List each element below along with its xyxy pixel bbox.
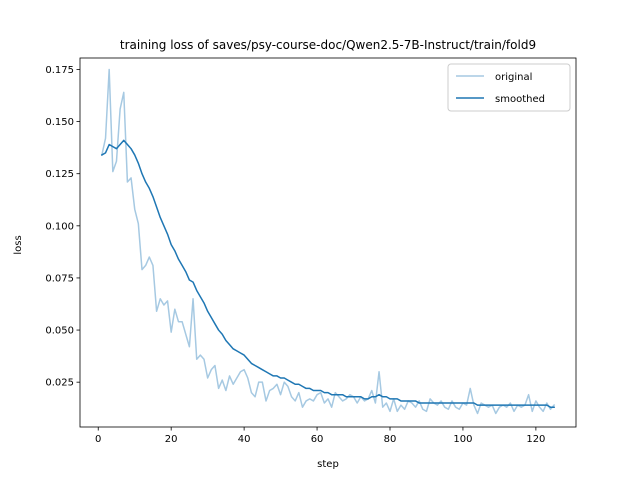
axes-frame <box>79 57 577 428</box>
y-tick-label: 0.150 <box>45 117 74 128</box>
series-line-original <box>100 68 556 415</box>
x-tick-label: 60 <box>311 434 324 445</box>
legend-label-original: original <box>495 72 532 83</box>
series-layer <box>100 68 556 415</box>
y-axis-label: loss <box>13 235 24 254</box>
x-tick-label: 80 <box>384 434 397 445</box>
y-tick-label: 0.075 <box>45 273 74 284</box>
x-tick-label: 100 <box>453 434 472 445</box>
x-axis-label: step <box>317 459 339 470</box>
y-tick-label: 0.125 <box>45 169 74 180</box>
series-line-smoothed <box>100 139 555 408</box>
legend-label-smoothed: smoothed <box>495 94 545 105</box>
x-tick-label: 120 <box>526 434 545 445</box>
x-axis-ticks: 0 20 40 60 80 100 120 <box>95 427 545 445</box>
legend: original smoothed <box>447 63 571 112</box>
plot-area: 0 20 40 60 80 100 120 0.025 0.050 0.075 0.100 0.12… <box>45 57 577 445</box>
y-tick-label: 0.050 <box>45 326 74 337</box>
chart-title: training loss of saves/psy-course-doc/Qw… <box>120 38 536 52</box>
x-tick-label: 20 <box>165 434 178 445</box>
x-tick-label: 0 <box>95 434 101 445</box>
y-tick-label: 0.025 <box>45 378 74 389</box>
x-tick-label: 40 <box>238 434 251 445</box>
y-axis-ticks: 0.025 0.050 0.075 0.100 0.125 0.150 0.175 <box>45 65 80 389</box>
y-tick-label: 0.175 <box>45 65 74 76</box>
y-tick-label: 0.100 <box>45 221 74 232</box>
